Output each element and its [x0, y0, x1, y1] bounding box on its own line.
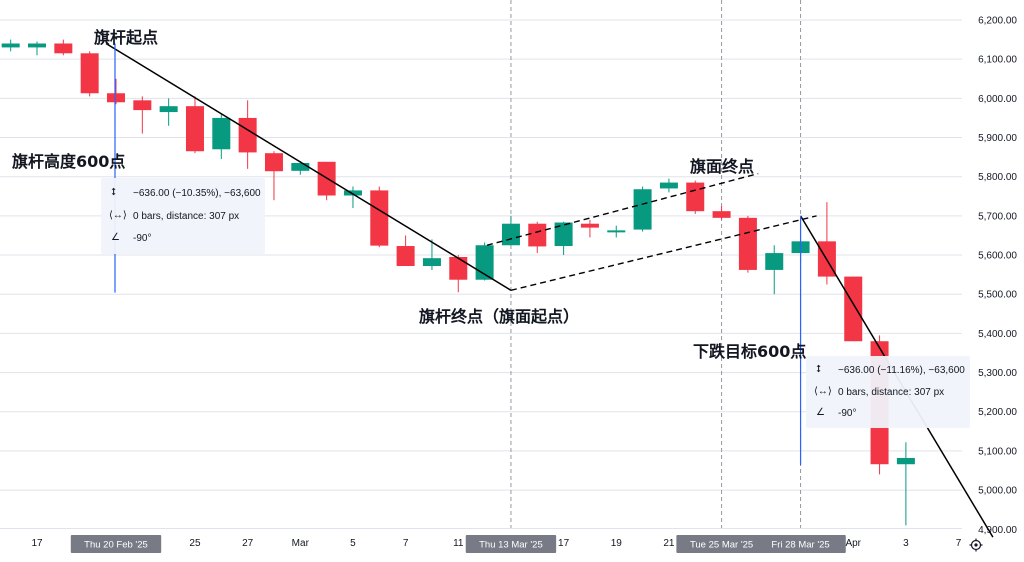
price-tick-label: 5,700.00 — [978, 211, 1017, 222]
price-tick-label: 5,100.00 — [978, 446, 1017, 457]
candle-body[interactable] — [765, 253, 784, 270]
candle-body[interactable] — [449, 257, 468, 280]
chart-settings-icon[interactable] — [966, 535, 986, 555]
flag-channel-upper[interactable] — [486, 172, 759, 246]
candle-body[interactable] — [28, 43, 46, 48]
price-tick-label: 6,200.00 — [978, 16, 1017, 27]
candle-body[interactable] — [106, 93, 125, 103]
time-tick-label: 3 — [903, 538, 909, 549]
time-highlight-chip — [465, 535, 557, 553]
candle-body[interactable] — [554, 222, 573, 247]
candle-body[interactable] — [422, 258, 441, 267]
time-highlight-label: Thu 13 Mar '25 — [479, 540, 543, 551]
time-tick-label: 11 — [453, 538, 464, 549]
price-tick-label: 5,200.00 — [978, 407, 1017, 418]
candle-body[interactable] — [738, 217, 757, 270]
candle-body[interactable] — [659, 182, 678, 189]
price-tick-label: 5,400.00 — [978, 329, 1017, 340]
time-tick-label: 21 — [663, 538, 675, 549]
candle-body[interactable] — [896, 457, 915, 465]
time-tick-label: 17 — [31, 538, 43, 549]
price-tick-label: 5,300.00 — [978, 368, 1017, 379]
time-tick-label: 5 — [350, 538, 356, 549]
candle-body[interactable] — [528, 223, 547, 247]
candle-body[interactable] — [580, 223, 599, 228]
candle-body[interactable] — [633, 189, 652, 230]
candle-body[interactable] — [607, 230, 626, 233]
price-tick-label: 5,800.00 — [978, 172, 1017, 183]
candle-body[interactable] — [291, 162, 310, 171]
price-tick-label: 4,900.00 — [978, 525, 1017, 536]
price-tick-label: 6,100.00 — [978, 55, 1017, 66]
time-tick-label: Mar — [292, 538, 310, 549]
time-tick-label: Apr — [845, 538, 861, 549]
candle-body[interactable] — [712, 211, 731, 218]
price-tick-label: 5,000.00 — [978, 486, 1017, 497]
time-highlight-chip — [676, 535, 767, 553]
candle-body[interactable] — [396, 246, 415, 267]
candle-body[interactable] — [185, 106, 204, 152]
candle-body[interactable] — [844, 276, 863, 342]
price-tick-label: 5,600.00 — [978, 251, 1017, 262]
candle-body[interactable] — [343, 190, 362, 196]
candle-body[interactable] — [212, 117, 231, 150]
time-tick-label: 27 — [242, 538, 254, 549]
candle-body[interactable] — [686, 182, 705, 212]
time-highlight-chip — [70, 535, 162, 553]
price-tick-label: 5,900.00 — [978, 133, 1017, 144]
candle-body[interactable] — [1, 43, 20, 48]
candle-body[interactable] — [264, 153, 283, 172]
flag-channel-lower[interactable] — [510, 215, 817, 291]
time-highlight-label: Fri 28 Mar '25 — [771, 540, 829, 551]
candle-body[interactable] — [501, 223, 520, 246]
price-tick-label: 6,000.00 — [978, 94, 1017, 105]
candle-body[interactable] — [159, 106, 178, 113]
time-tick-label: 7 — [403, 538, 409, 549]
candle-body[interactable] — [54, 43, 73, 54]
time-tick-label: 17 — [558, 538, 570, 549]
candle-body[interactable] — [370, 190, 389, 246]
time-highlight-label: Thu 20 Feb '25 — [84, 540, 148, 551]
time-tick-label: 19 — [611, 538, 623, 549]
price-tick-label: 5,500.00 — [978, 290, 1017, 301]
time-tick-label: 7 — [956, 538, 962, 549]
candle-body[interactable] — [238, 117, 257, 153]
time-highlight-label: Tue 25 Mar '25 — [690, 540, 753, 551]
time-tick-label: 25 — [189, 538, 201, 549]
candle-body[interactable] — [80, 53, 99, 94]
time-highlight-chip — [755, 535, 846, 553]
candle-body[interactable] — [133, 100, 152, 111]
flagpole-trendline[interactable] — [105, 42, 512, 291]
